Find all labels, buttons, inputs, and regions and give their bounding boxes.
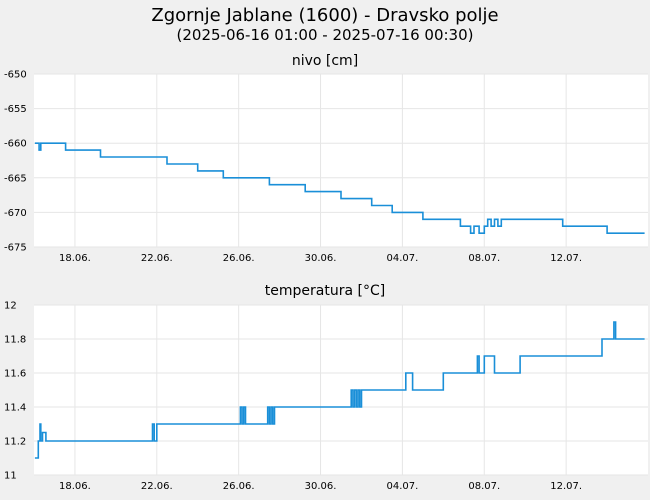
nivo-plot: -650 -655 -660 -665 -670 -675 18.06. 22.06. 26.0… xyxy=(4,70,648,264)
data-line xyxy=(34,142,645,234)
x-tick-label: 30.06. xyxy=(305,481,337,492)
y-tick-label: -660 xyxy=(4,139,27,150)
x-tick-label: 18.06. xyxy=(59,253,91,264)
y-tick-label: 12 xyxy=(4,301,17,312)
y-tick-label: 11.6 xyxy=(4,369,26,380)
x-tick-label: 04.07. xyxy=(386,481,418,492)
y-tick-label: -675 xyxy=(4,243,27,254)
x-tick-label: 12.07. xyxy=(550,481,582,492)
x-tick-label: 08.07. xyxy=(468,481,500,492)
nivo-panel-title: nivo [cm] xyxy=(292,53,358,69)
y-tick-label: 11 xyxy=(4,471,17,482)
y-tick-label: 11.8 xyxy=(4,335,26,346)
x-tick-label: 26.06. xyxy=(223,253,255,264)
x-tick-label: 22.06. xyxy=(141,481,173,492)
y-tick-label: 11.4 xyxy=(4,403,26,414)
plot-area xyxy=(34,305,648,475)
x-tick-label: 12.07. xyxy=(550,253,582,264)
plot-area xyxy=(34,74,648,247)
x-tick-label: 26.06. xyxy=(223,481,255,492)
y-tick-label: -655 xyxy=(4,104,27,115)
y-tick-label: 11.2 xyxy=(4,437,26,448)
x-tick-label: 04.07. xyxy=(386,253,418,264)
data-line xyxy=(34,321,645,459)
chart-subtitle: (2025-06-16 01:00 - 2025-07-16 00:30) xyxy=(177,26,474,44)
y-tick-label: -650 xyxy=(4,70,27,81)
x-tick-label: 22.06. xyxy=(141,253,173,264)
temperatura-plot: 12 11.8 11.6 11.4 11.2 11 18.06. 22.06. 26.06. 30… xyxy=(4,301,648,492)
y-tick-label: -670 xyxy=(4,208,27,219)
x-tick-label: 08.07. xyxy=(468,253,500,264)
chart-title: Zgornje Jablane (1600) - Dravsko polje xyxy=(151,5,498,26)
temperatura-panel-title: temperatura [°C] xyxy=(265,283,385,299)
y-tick-label: -665 xyxy=(4,173,27,184)
x-tick-label: 30.06. xyxy=(305,253,337,264)
x-tick-label: 18.06. xyxy=(59,481,91,492)
